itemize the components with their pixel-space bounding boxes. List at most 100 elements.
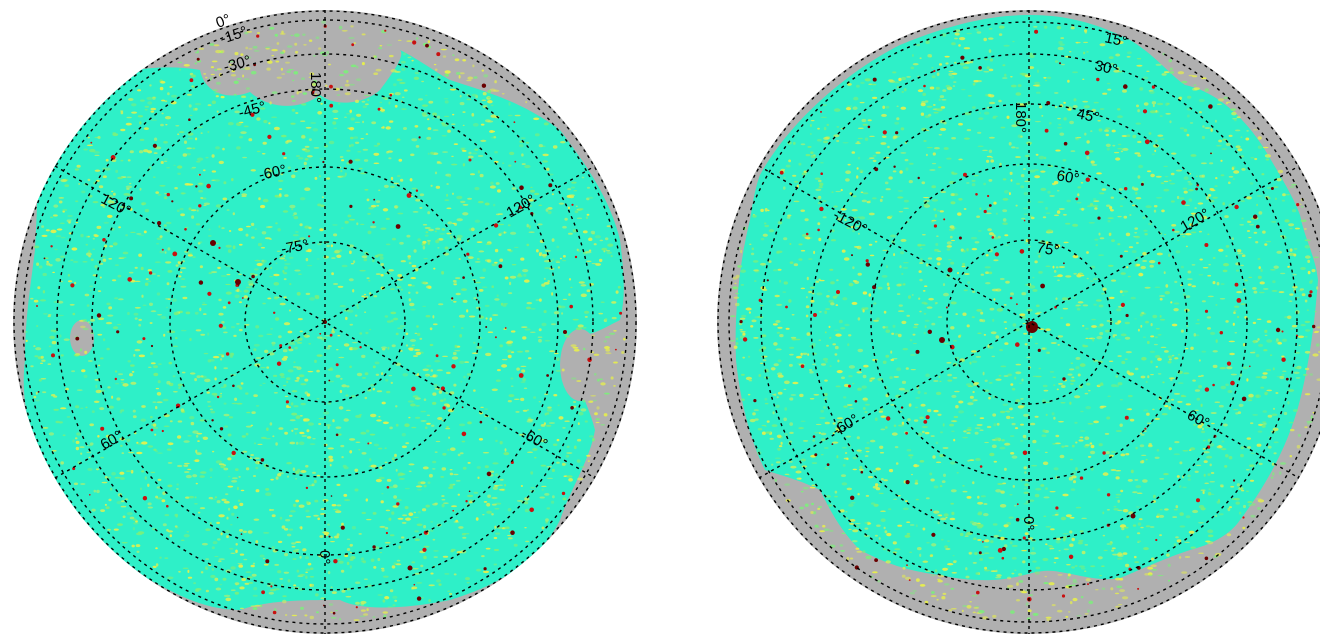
fluctuation-speckle — [913, 326, 918, 329]
fluctuation-speckle — [1215, 177, 1218, 180]
fluctuation-speckle — [800, 143, 806, 146]
fluctuation-speckle — [276, 42, 280, 45]
fluctuation-speckle — [425, 231, 429, 234]
fluctuation-speckle — [823, 406, 826, 409]
fluctuation-speckle — [777, 359, 782, 363]
fluctuation-speckle — [519, 144, 524, 148]
fluctuation-speckle — [884, 426, 888, 429]
fluctuation-speckle — [193, 582, 197, 585]
fluctuation-speckle — [80, 348, 82, 352]
fluctuation-speckle — [354, 314, 358, 317]
fluctuation-speckle — [1023, 491, 1030, 494]
fluctuation-speckle — [372, 259, 375, 263]
fluctuation-speckle — [126, 116, 132, 119]
fluctuation-speckle — [352, 289, 355, 293]
fluctuation-speckle — [1231, 498, 1238, 500]
point-source — [546, 374, 549, 377]
fluctuation-speckle — [977, 495, 980, 499]
point-source — [518, 205, 522, 210]
point-source — [333, 559, 338, 564]
fluctuation-speckle — [360, 223, 365, 226]
fluctuation-speckle — [1082, 324, 1085, 327]
fluctuation-speckle — [421, 112, 427, 116]
fluctuation-speckle — [386, 478, 392, 482]
fluctuation-speckle — [161, 99, 166, 102]
fluctuation-speckle — [1262, 230, 1266, 234]
fluctuation-speckle — [924, 431, 930, 435]
fluctuation-speckle — [1192, 509, 1199, 514]
fluctuation-speckle — [195, 449, 198, 454]
fluctuation-speckle — [253, 442, 257, 445]
fluctuation-speckle — [262, 382, 266, 384]
fluctuation-speckle — [789, 346, 795, 349]
fluctuation-speckle — [1015, 92, 1022, 96]
fluctuation-speckle — [152, 96, 156, 100]
fluctuation-speckle — [908, 295, 911, 299]
fluctuation-speckle — [485, 547, 491, 550]
fluctuation-speckle — [1210, 412, 1217, 414]
fluctuation-speckle — [1230, 108, 1237, 111]
fluctuation-speckle — [777, 221, 783, 225]
fluctuation-speckle — [1143, 547, 1149, 551]
fluctuation-speckle — [902, 566, 906, 570]
fluctuation-speckle — [984, 58, 989, 61]
fluctuation-speckle — [817, 202, 822, 205]
fluctuation-speckle — [403, 52, 407, 56]
fluctuation-speckle — [177, 383, 183, 387]
fluctuation-speckle — [1111, 549, 1115, 552]
point-source — [265, 559, 270, 564]
fluctuation-speckle — [453, 143, 459, 146]
fluctuation-speckle — [269, 276, 274, 278]
fluctuation-speckle — [36, 325, 39, 327]
fluctuation-speckle — [480, 406, 484, 408]
fluctuation-speckle — [1247, 500, 1253, 504]
point-source — [479, 420, 483, 424]
fluctuation-speckle — [120, 379, 125, 381]
fluctuation-speckle — [354, 158, 361, 162]
fluctuation-speckle — [1246, 437, 1252, 440]
south-map-mask-hole-right — [560, 329, 600, 401]
fluctuation-speckle — [432, 117, 435, 120]
fluctuation-speckle — [1147, 566, 1154, 570]
fluctuation-speckle — [785, 327, 790, 330]
fluctuation-speckle — [1176, 475, 1180, 478]
fluctuation-speckle — [333, 535, 340, 539]
fluctuation-speckle — [313, 479, 317, 484]
fluctuation-speckle — [295, 541, 302, 543]
fluctuation-speckle — [354, 121, 361, 123]
fluctuation-speckle — [1170, 172, 1175, 176]
fluctuation-speckle — [951, 137, 956, 140]
fluctuation-speckle — [966, 605, 972, 609]
fluctuation-speckle — [1065, 275, 1072, 278]
fluctuation-speckle — [415, 291, 419, 294]
fluctuation-speckle — [1083, 105, 1090, 109]
fluctuation-speckle — [238, 301, 242, 304]
fluctuation-speckle — [971, 594, 978, 597]
fluctuation-speckle — [832, 422, 836, 425]
fluctuation-speckle — [364, 372, 369, 376]
fluctuation-speckle — [409, 178, 413, 182]
fluctuation-speckle — [499, 344, 504, 348]
fluctuation-speckle — [293, 428, 299, 430]
fluctuation-speckle — [273, 588, 280, 591]
fluctuation-speckle — [74, 281, 77, 285]
fluctuation-speckle — [213, 393, 218, 398]
fluctuation-speckle — [1058, 173, 1062, 176]
fluctuation-speckle — [373, 145, 379, 147]
fluctuation-speckle — [1240, 200, 1245, 202]
fluctuation-speckle — [491, 496, 498, 500]
fluctuation-speckle — [1310, 279, 1313, 283]
fluctuation-speckle — [977, 230, 982, 232]
fluctuation-speckle — [966, 324, 970, 328]
fluctuation-speckle — [265, 488, 270, 491]
fluctuation-speckle — [1282, 338, 1287, 342]
fluctuation-speckle — [1250, 514, 1256, 518]
fluctuation-speckle — [1245, 490, 1249, 493]
fluctuation-speckle — [935, 243, 939, 246]
fluctuation-speckle — [951, 72, 958, 76]
fluctuation-speckle — [843, 405, 848, 408]
fluctuation-speckle — [1250, 157, 1255, 159]
fluctuation-speckle — [1008, 142, 1012, 146]
fluctuation-speckle — [403, 127, 407, 130]
fluctuation-speckle — [364, 94, 370, 97]
